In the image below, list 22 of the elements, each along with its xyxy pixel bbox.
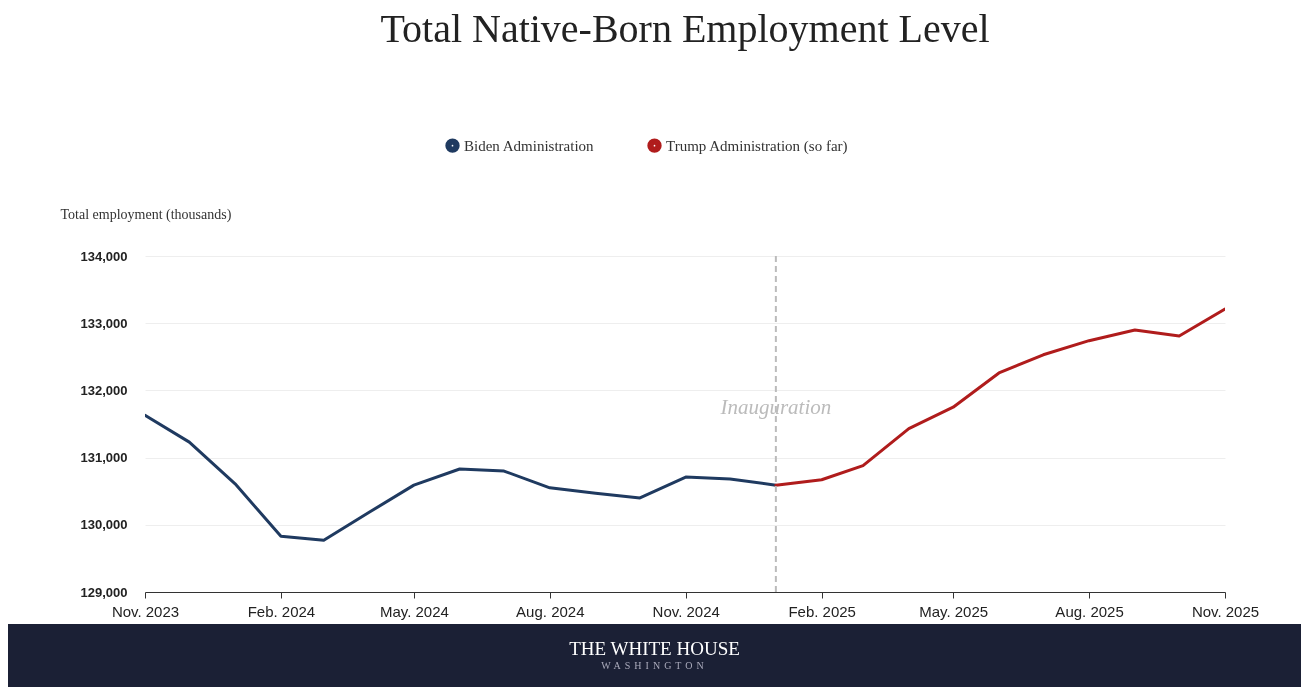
- x-tick-label: Nov. 2025: [1191, 602, 1260, 620]
- x-tick-label: Nov. 2024: [652, 602, 720, 620]
- x-tick-label: May. 2025: [919, 602, 989, 620]
- x-tick-label: Feb. 2024: [247, 602, 316, 620]
- chart-title: Total Native-Born Employment Level: [380, 6, 990, 51]
- x-tick-label: Aug. 2025: [1055, 602, 1124, 620]
- text: WASHINGTON: [600, 660, 709, 671]
- y-axis-title: Total employment (thousands): [60, 206, 232, 223]
- ref-line-label: Inauguration: [719, 395, 832, 419]
- x-tick-label: Feb. 2025: [788, 602, 856, 620]
- y-tick-label: 130,000: [80, 517, 128, 533]
- y-tick-label: 131,000: [80, 450, 128, 466]
- x-tick-label: Aug. 2024: [516, 602, 585, 620]
- legend-label: Biden Administration: [464, 137, 595, 154]
- y-tick-label: 129,000: [80, 584, 128, 600]
- y-tick-label: 132,000: [80, 382, 128, 398]
- y-tick-label: 133,000: [80, 315, 128, 331]
- text: THE WHITE HOUSE: [568, 638, 741, 660]
- legend-label: Trump Administration (so far): [666, 137, 848, 155]
- y-tick-label: 134,000: [80, 248, 128, 264]
- x-tick-label: May. 2024: [379, 602, 449, 620]
- x-tick-label: Nov. 2023: [111, 602, 180, 620]
